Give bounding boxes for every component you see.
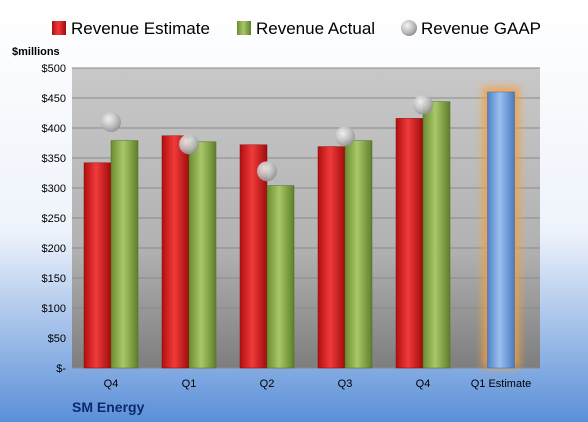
y-axis-ticks: $- $50 $100 $150 $200 $250 $300 $350 $400 $450 $50… [42,63,67,375]
bar-revenue-actual [344,140,373,369]
marker-revenue-gaap [335,126,355,147]
x-tick-label: Q1 [182,378,197,390]
marker-revenue-gaap [179,134,199,155]
y-tick-label: $50 [48,333,66,345]
x-tick-label: Q4 [104,378,119,390]
bar-revenue-estimate [239,144,268,369]
y-tick-label: $500 [42,63,66,75]
legend-label: Revenue Estimate [71,19,210,38]
x-tick-label: Q3 [338,378,353,390]
bar-revenue-estimate [317,146,346,369]
y-tick-label: $350 [42,153,66,165]
marker-revenue-gaap [101,112,121,132]
y-tick-label: $400 [42,123,66,135]
y-tick-label: $100 [42,303,66,315]
legend-swatch [52,21,66,35]
y-tick-label: $200 [42,243,66,255]
y-tick-label: $250 [42,213,66,225]
bar-revenue-actual [422,101,451,369]
y-tick-label: $150 [42,273,66,285]
company-name: SM Energy [72,399,145,415]
gaap-markers [101,94,433,182]
bar-revenue-actual [266,185,295,369]
x-tick-label: Q1 Estimate [471,378,532,390]
y-axis-label: $millions [12,46,60,58]
legend-swatch [401,20,417,36]
bars [83,87,520,369]
x-axis-ticks: Q4 Q1 Q2 Q3 Q4 Q1 Estimate [104,378,532,390]
marker-revenue-gaap [413,94,433,115]
legend: Revenue Estimate Revenue Actual Revenue GA… [52,19,541,38]
gridlines [72,67,540,369]
bar-q1-estimate [487,91,515,369]
x-tick-label: Q4 [416,378,431,390]
marker-revenue-gaap [257,161,277,182]
bar-revenue-actual [188,141,217,369]
y-tick-label: $300 [42,183,66,195]
x-tick-label: Q2 [260,378,275,390]
legend-label: Revenue GAAP [421,19,541,38]
y-tick-label: $450 [42,93,66,105]
bar-revenue-actual [110,140,139,369]
bar-revenue-estimate [161,135,190,369]
legend-label: Revenue Actual [256,19,375,38]
bar-revenue-estimate [83,162,112,369]
y-tick-label: $- [56,363,66,375]
bar-revenue-estimate [395,118,424,369]
legend-swatch [237,21,251,35]
